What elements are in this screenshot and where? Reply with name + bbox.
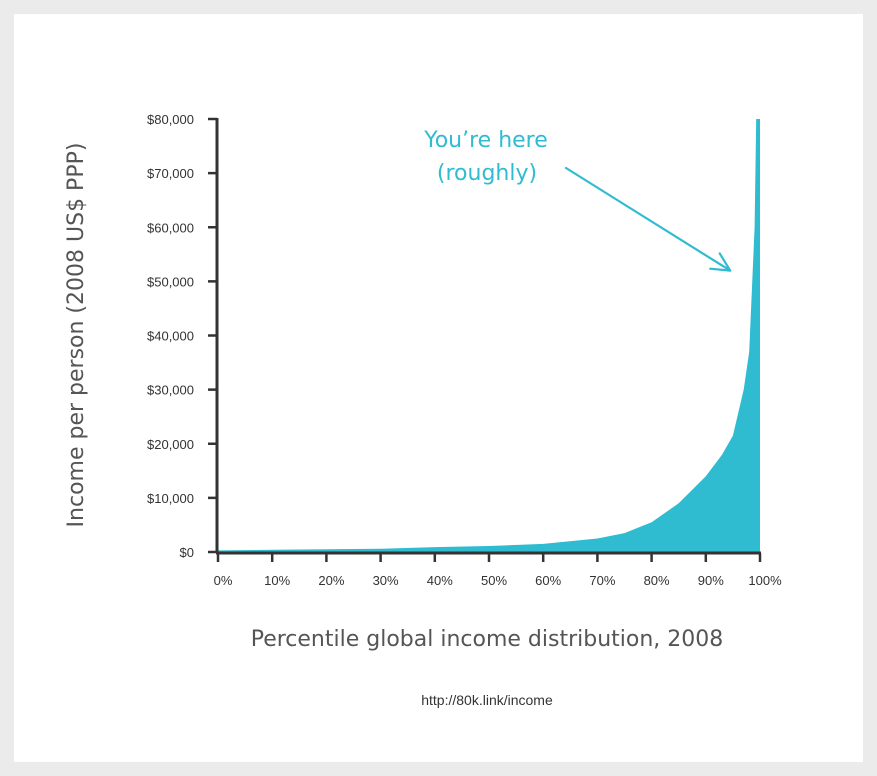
y-axis-title: Income per person (2008 US$ PPP): [64, 143, 89, 528]
x-tick-label: 90%: [698, 573, 724, 588]
y-tick-label: $40,000: [147, 329, 194, 344]
x-tick-label: 40%: [427, 573, 453, 588]
x-tick-label: 50%: [481, 573, 507, 588]
annotation-line-1: You’re here: [423, 128, 548, 153]
x-ticks: 0% 10% 20% 30% 40% 50% 60% 70% 80% 90% 100%: [214, 553, 782, 588]
y-tick-label: $50,000: [147, 274, 194, 289]
x-tick-label: 70%: [589, 573, 615, 588]
y-tick-label: $70,000: [147, 166, 194, 181]
y-tick-label: $80,000: [147, 112, 194, 127]
x-tick-label: 80%: [644, 573, 670, 588]
x-tick-label: 20%: [318, 573, 344, 588]
x-tick-label: 60%: [535, 573, 561, 588]
y-tick-label: $60,000: [147, 220, 194, 235]
x-tick-label: 30%: [373, 573, 399, 588]
x-axis-title: Percentile global income distribution, 2…: [251, 627, 724, 652]
y-tick-label: $0: [180, 545, 194, 560]
x-tick-label: 100%: [748, 573, 782, 588]
annotation-arrow: [564, 166, 732, 272]
x-tick-label: 10%: [264, 573, 290, 588]
y-tick-label: $20,000: [147, 437, 194, 452]
annotation-line-2: (roughly): [437, 161, 537, 186]
y-tick-label: $10,000: [147, 491, 194, 506]
y-ticks: $0 $10,000 $20,000 $30,000 $40,000 $50,000 $60…: [147, 112, 217, 560]
source-link[interactable]: http://80k.link/income: [421, 692, 553, 708]
x-tick-label: 0%: [214, 573, 233, 588]
y-tick-label: $30,000: [147, 383, 194, 398]
income-area: [218, 119, 760, 552]
chart-card: [14, 14, 863, 762]
